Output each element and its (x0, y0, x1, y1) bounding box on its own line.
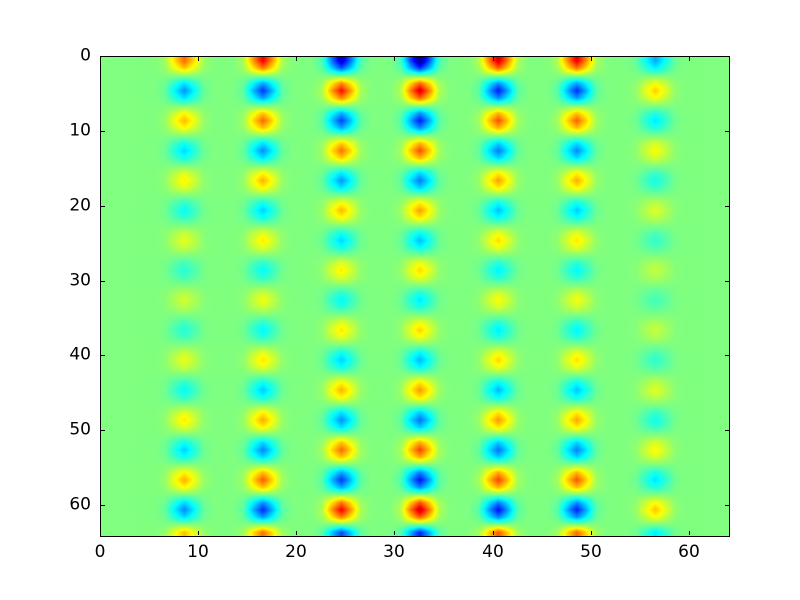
y-tick-label: 40 (69, 344, 91, 365)
x-tick-top (296, 57, 297, 61)
y-tick-left (101, 281, 105, 282)
x-tick-label: 50 (580, 542, 602, 562)
x-tick-bottom (591, 531, 592, 535)
y-tick-right (725, 505, 729, 506)
x-tick-bottom (394, 531, 395, 535)
y-tick-left (101, 206, 105, 207)
x-tick-bottom (296, 531, 297, 535)
x-tick-label: 0 (94, 542, 106, 562)
x-tick-top (493, 57, 494, 61)
x-tick-label: 60 (678, 542, 700, 562)
x-tick-label: 40 (482, 542, 504, 562)
x-tick-top (689, 57, 690, 61)
x-tick-top (591, 57, 592, 61)
y-tick-label: 60 (69, 494, 91, 515)
heatmap-axes (100, 56, 730, 537)
x-tick-bottom (100, 531, 101, 535)
y-tick-right (725, 131, 729, 132)
y-tick-label: 30 (69, 270, 91, 291)
y-tick-left (101, 355, 105, 356)
x-tick-bottom (198, 531, 199, 535)
y-tick-right (725, 206, 729, 207)
heatmap-image (101, 57, 729, 536)
y-tick-left (101, 430, 105, 431)
x-tick-label: 30 (383, 542, 405, 562)
y-tick-right (725, 355, 729, 356)
y-tick-right (725, 430, 729, 431)
y-tick-left (101, 505, 105, 506)
y-tick-label: 20 (69, 195, 91, 216)
x-tick-top (100, 57, 101, 61)
y-tick-label: 50 (69, 419, 91, 440)
x-tick-label: 10 (187, 542, 209, 562)
x-tick-bottom (689, 531, 690, 535)
y-tick-right (725, 56, 729, 57)
x-tick-bottom (493, 531, 494, 535)
x-tick-top (198, 57, 199, 61)
y-tick-right (725, 281, 729, 282)
y-tick-left (101, 56, 105, 57)
y-tick-label: 0 (80, 45, 91, 66)
x-tick-top (394, 57, 395, 61)
x-tick-label: 20 (285, 542, 307, 562)
y-tick-left (101, 131, 105, 132)
y-tick-label: 10 (69, 120, 91, 141)
